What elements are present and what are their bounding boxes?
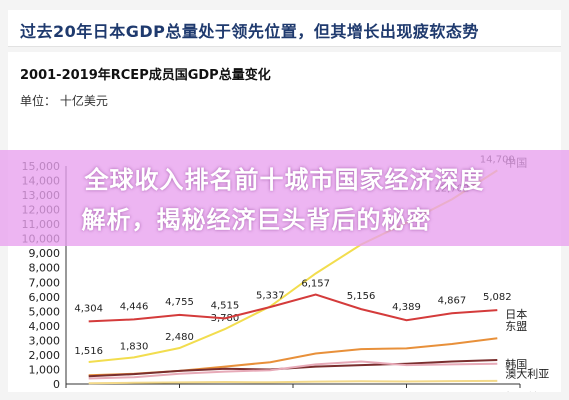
- y-tick-label: 7,000: [29, 276, 61, 289]
- data-label: 2,480: [165, 332, 194, 343]
- series-line-asean: [88, 337, 498, 377]
- data-label: 5,156: [347, 291, 376, 302]
- data-label: 6,157: [301, 279, 330, 290]
- series-line-newzealand: [88, 379, 498, 385]
- data-label: 4,867: [438, 295, 467, 306]
- data-label: 5,082: [483, 292, 512, 303]
- y-tick-label: 5,000: [29, 305, 61, 318]
- header-bar: 过去20年日本GDP总量处于领先位置，但其增长出现疲软态势: [8, 10, 561, 47]
- banner-line-1: 全球收入排名前十城市国家经济深度: [84, 166, 485, 194]
- header-title: 过去20年日本GDP总量处于领先位置，但其增长出现疲软态势: [20, 22, 479, 41]
- unit-label: 单位： 十亿美元: [20, 94, 108, 108]
- data-label: 4,515: [211, 300, 240, 311]
- y-tick-label: 9,000: [29, 247, 61, 260]
- y-tick-label: 6,000: [29, 291, 61, 304]
- y-tick-label: 4,000: [29, 320, 61, 333]
- data-label: 4,304: [74, 303, 103, 314]
- series-line-australia: [88, 360, 498, 380]
- y-tick-label: 1,000: [29, 363, 61, 376]
- banner-line-2: 解析，揭秘经济巨头背后的秘密: [81, 206, 432, 234]
- chart-title: 2001-2019年RCEP成员国GDP总量变化: [20, 68, 271, 83]
- series-label-newzealand: 新西兰: [505, 390, 538, 392]
- y-tick-label: 2,000: [29, 349, 61, 362]
- data-label: 1,516: [74, 346, 103, 357]
- y-tick-label: 0: [53, 378, 60, 391]
- data-label: 4,389: [392, 302, 421, 313]
- series-label-australia: 澳大利亚: [505, 367, 549, 381]
- series-label-asean: 东盟: [505, 320, 527, 333]
- series-line-japan: [88, 293, 498, 323]
- series-label-japan: 日本: [505, 307, 527, 321]
- series-label-korea: 韩国: [505, 357, 527, 371]
- overlay-banner: [0, 150, 569, 246]
- data-label: 4,446: [120, 301, 149, 312]
- y-tick-label: 3,000: [29, 334, 61, 347]
- y-tick-label: 8,000: [29, 262, 61, 275]
- data-label: 5,337: [256, 290, 285, 301]
- data-label: 1,830: [120, 341, 149, 352]
- data-label: 4,755: [165, 297, 194, 308]
